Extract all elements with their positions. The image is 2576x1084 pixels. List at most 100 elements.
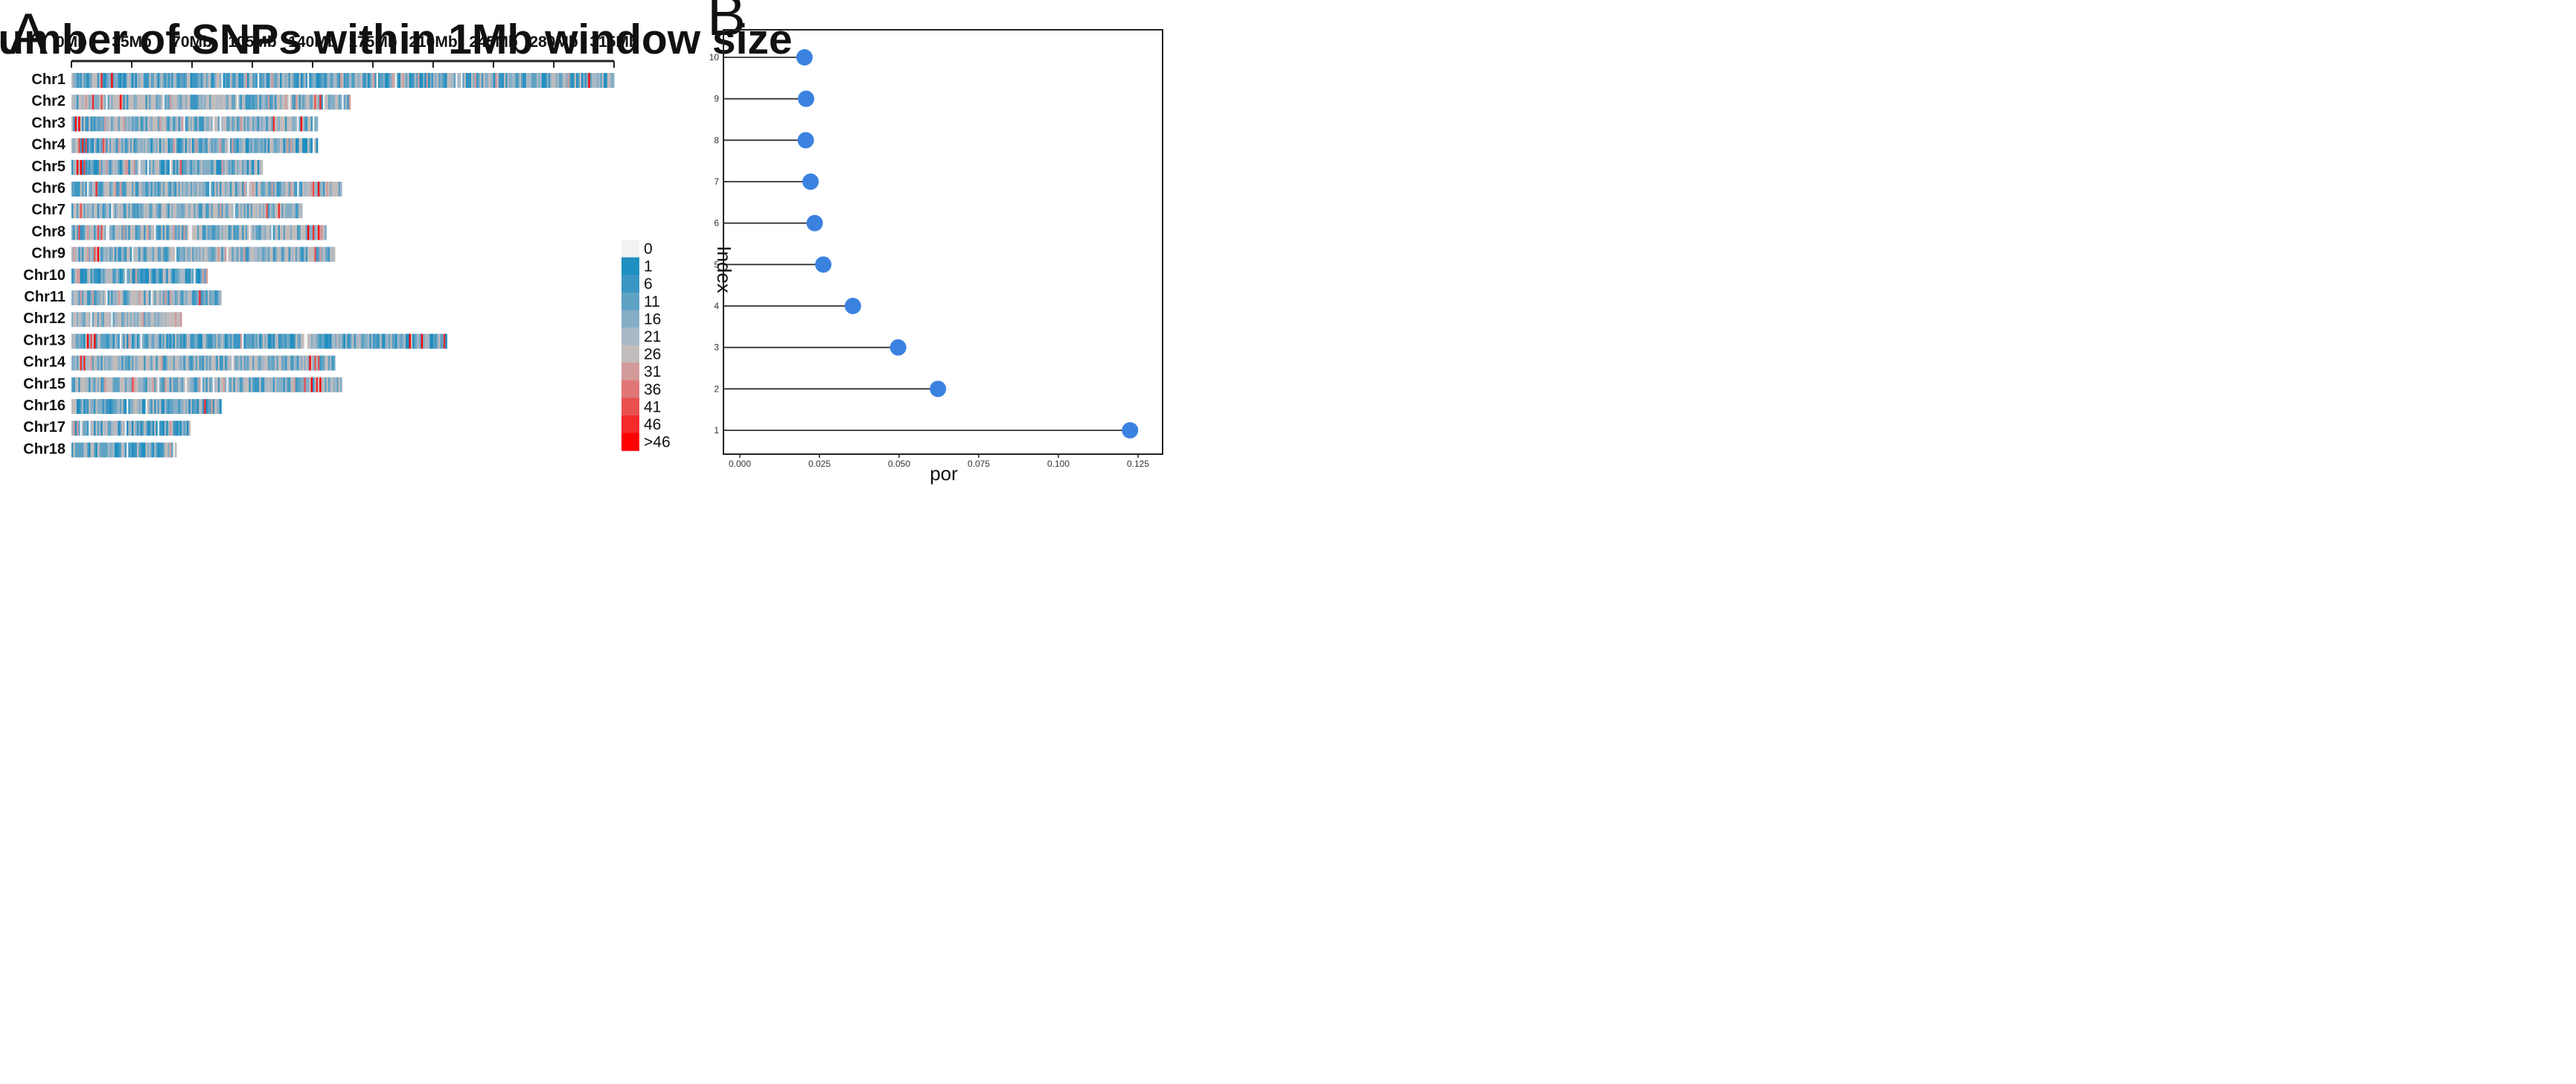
density-bin (94, 159, 96, 175)
density-bin (331, 95, 334, 110)
density-bin (173, 442, 176, 458)
density-bin (307, 377, 310, 392)
density-bin (140, 95, 143, 110)
density-bin (166, 225, 168, 240)
density-bin (132, 225, 134, 240)
density-bin (164, 268, 167, 284)
density-bin (159, 159, 162, 175)
density-bin (335, 95, 337, 110)
density-bin (234, 95, 237, 110)
density-bin (138, 182, 141, 197)
chromosome-row-chr8: Chr8 (31, 223, 327, 240)
density-bin (490, 73, 493, 88)
density-bin (140, 421, 143, 436)
density-bin (272, 203, 275, 219)
density-bin (118, 73, 121, 88)
density-bin (141, 442, 144, 458)
density-bin (80, 421, 83, 436)
density-bin (310, 73, 313, 88)
density-bin (586, 73, 589, 88)
x-tick-label: 35Mb (112, 34, 152, 51)
density-bin (194, 268, 196, 284)
density-bin (199, 399, 201, 414)
density-bin (234, 225, 237, 240)
density-bin (167, 377, 170, 392)
density-bin (74, 290, 77, 305)
density-bin (188, 355, 191, 371)
density-bin (92, 73, 95, 88)
density-bin (331, 334, 334, 349)
density-bin (196, 268, 199, 284)
density-bin (147, 290, 150, 305)
density-bin (391, 73, 394, 88)
density-bin (242, 246, 244, 262)
density-bin (438, 73, 441, 88)
density-bin (169, 182, 172, 197)
panel-b-y-axis-label: Index (713, 246, 735, 293)
density-bin (552, 73, 554, 88)
density-bin (365, 73, 368, 88)
density-bin (80, 95, 83, 110)
density-bin (209, 246, 211, 262)
density-bin (307, 116, 310, 132)
density-bin (421, 73, 424, 88)
density-bin (257, 225, 260, 240)
density-bin (112, 73, 115, 88)
density-bin (304, 138, 307, 153)
density-bin (418, 334, 420, 349)
panel-a-chromosome-rows: Chr1Chr2Chr3Chr4Chr5Chr6Chr7Chr8Chr9Chr1… (23, 71, 615, 458)
density-bin (269, 182, 272, 197)
density-bin (264, 182, 266, 197)
density-bin (233, 95, 236, 110)
density-bin (118, 399, 121, 414)
density-bin (86, 159, 89, 175)
density-bin (247, 377, 249, 392)
density-bin (106, 399, 108, 414)
density-bin (195, 377, 198, 392)
density-bin (412, 73, 415, 88)
density-bin (293, 95, 296, 110)
density-bin (209, 116, 211, 132)
density-bin (233, 377, 236, 392)
density-bin (231, 73, 234, 88)
density-bin (418, 73, 420, 88)
density-bin (103, 290, 106, 305)
density-bin (266, 73, 269, 88)
density-bin (132, 421, 134, 436)
density-bin (192, 377, 194, 392)
density-bin (262, 225, 265, 240)
density-bin (327, 95, 330, 110)
density-bin (74, 377, 77, 392)
density-bin (130, 246, 132, 262)
density-bin (302, 95, 304, 110)
density-bin (242, 377, 244, 392)
density-bin (200, 334, 203, 349)
density-bin (183, 73, 186, 88)
density-bin (73, 377, 76, 392)
density-bin (212, 290, 215, 305)
density-bin (202, 95, 205, 110)
density-bin (162, 246, 165, 262)
density-bin (199, 203, 201, 219)
density-bin (237, 138, 239, 153)
density-bin (233, 138, 236, 153)
density-bin (212, 73, 215, 88)
density-bin (159, 421, 162, 436)
density-bin (182, 116, 184, 132)
density-bin (149, 159, 151, 175)
density-bin (138, 442, 141, 458)
density-bin (250, 355, 253, 371)
density-bin (205, 182, 208, 197)
density-bin (196, 399, 199, 414)
density-bin (209, 159, 211, 175)
density-bin (162, 334, 165, 349)
density-bin (231, 377, 234, 392)
density-bin (340, 334, 342, 349)
density-bin (245, 182, 248, 197)
density-bin (112, 138, 115, 153)
density-bin (138, 355, 141, 371)
density-bin (178, 334, 181, 349)
density-bin (103, 203, 106, 219)
y-tick-label: 4 (714, 301, 719, 311)
density-bin (276, 138, 279, 153)
